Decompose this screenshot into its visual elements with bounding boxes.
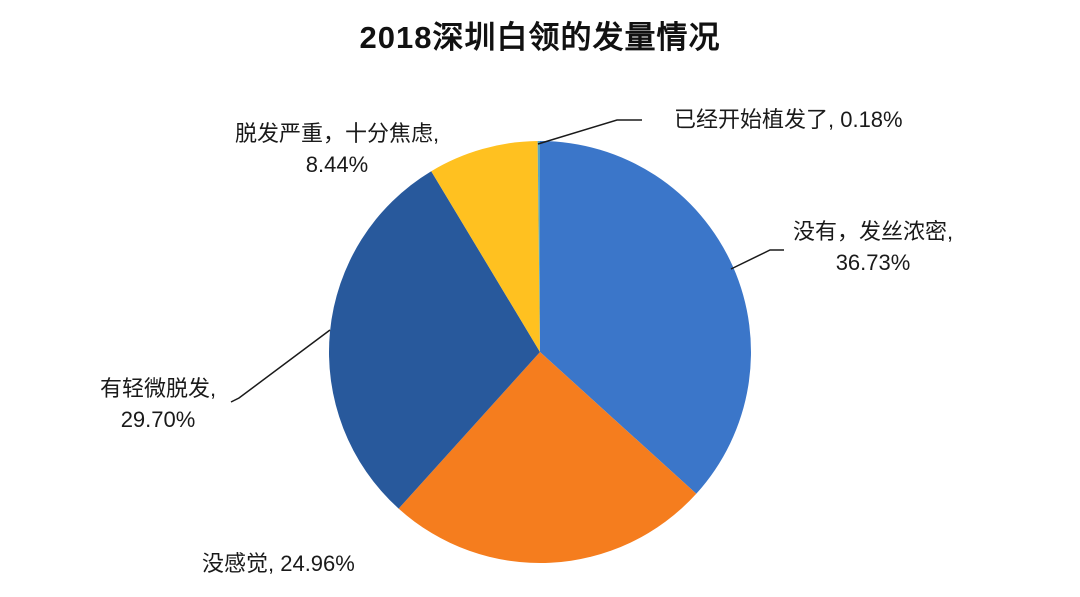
leader-lines [230, 119, 784, 403]
callout-no-feeling-text: 没感觉, 24.96% [202, 551, 355, 576]
chart-title: 2018深圳白领的发量情况 [359, 20, 721, 55]
callout-transplant: 已经开始植发了, 0.18% [674, 104, 903, 135]
pie-slices [328, 140, 751, 563]
callout-slight: 有轻微脱发, 29.70% [58, 373, 258, 435]
callout-dense: 没有，发丝浓密, 36.73% [763, 216, 983, 278]
callout-slight-label: 有轻微脱发, [99, 376, 217, 401]
callout-severe-value: 8.44% [305, 152, 369, 177]
pie-slice-2 [328, 171, 540, 509]
callout-slight-value: 29.70% [120, 407, 196, 432]
callout-dense-label: 没有，发丝浓密, [792, 219, 954, 244]
callout-no-feeling: 没感觉, 24.96% [202, 548, 355, 579]
callout-transplant-text: 已经开始植发了, 0.18% [674, 107, 903, 132]
pie-slice-4 [537, 140, 540, 352]
leader-line-transplant [537, 119, 642, 145]
leader-line-slight [230, 329, 331, 403]
pie-slice-0 [540, 141, 751, 494]
leader-line-dense [730, 249, 784, 270]
callout-severe: 脱发严重，十分焦虑, 8.44% [212, 118, 462, 180]
pie-slice-1 [398, 352, 697, 563]
callout-dense-value: 36.73% [835, 250, 911, 275]
callout-severe-label: 脱发严重，十分焦虑, [234, 121, 440, 146]
pie-slice-3 [431, 141, 540, 352]
